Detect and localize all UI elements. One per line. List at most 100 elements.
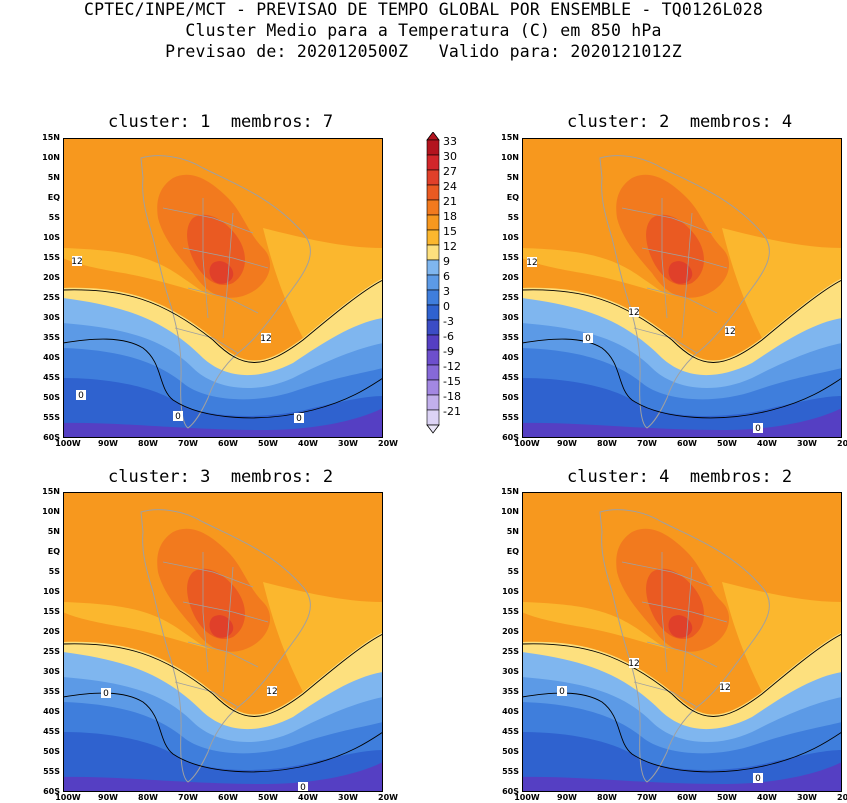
contour-label-bg [557, 686, 567, 696]
country-border [633, 681, 698, 708]
lat-tick-label: 40S [502, 707, 519, 716]
lon-tick-label: 90W [98, 439, 118, 448]
lat-tick-label: 50S [43, 393, 60, 402]
lat-tick-label: 30S [43, 667, 60, 676]
colorbar-label: -6 [443, 330, 454, 343]
lat-tick-label: 35S [43, 333, 60, 342]
colorbar-swatch [426, 184, 440, 201]
lon-tick-label: 60W [677, 439, 697, 448]
lat-tick-label: 15S [43, 607, 60, 616]
country-border [187, 287, 259, 314]
lat-tick-label: 15S [502, 607, 519, 616]
colorbar-label: 18 [443, 210, 457, 223]
country-border [681, 566, 693, 693]
contour-label: 12 [266, 687, 277, 697]
colorbar-swatch [426, 169, 440, 186]
lat-tick-label: 5S [48, 213, 60, 222]
lat-tick-label: 5S [48, 567, 60, 576]
colorbar-swatch [426, 154, 440, 171]
contour-label: 0 [300, 783, 306, 792]
lon-tick-label: 40W [298, 793, 318, 802]
lat-tick-label: 30S [502, 313, 519, 322]
lon-tick-label: 20W [378, 439, 398, 448]
country-border [182, 601, 269, 623]
contour-label: 0 [175, 412, 181, 422]
colorbar-label: 30 [443, 150, 457, 163]
lat-tick-label: 15N [501, 487, 519, 496]
colorbar-label: 24 [443, 180, 457, 193]
colorbar-label: 0 [443, 300, 450, 313]
hottest-spot [668, 615, 693, 638]
contour-label: 0 [755, 774, 761, 784]
contour-label-bg [261, 333, 271, 343]
lat-tick-label: 55S [502, 767, 519, 776]
colorbar-swatch [426, 229, 440, 246]
lat-tick-label: EQ [506, 193, 519, 202]
panel-2-title: cluster: 2 membros: 4 [567, 112, 793, 132]
colorbar-label: -18 [443, 390, 461, 403]
lon-tick-label: 90W [557, 439, 577, 448]
country-border [202, 552, 209, 673]
colorbar-swatch [426, 214, 440, 231]
country-border [641, 247, 728, 269]
country-border [681, 212, 693, 339]
contour-label-bg [583, 333, 593, 343]
map-4: 12 12 0 0 [522, 492, 842, 792]
lat-tick-label: 40S [43, 353, 60, 362]
map-frame [63, 138, 383, 438]
lat-tick-label: 40S [502, 353, 519, 362]
lon-tick-label: 100W [55, 439, 81, 448]
lat-tick-label: 20S [43, 273, 60, 282]
colorbar-label: -15 [443, 375, 461, 388]
lat-tick-label: 5S [507, 567, 519, 576]
contour-0 [63, 338, 383, 419]
country-border [162, 207, 254, 234]
country-border [174, 327, 239, 354]
colorbar-swatch [426, 304, 440, 321]
lon-tick-label: 100W [514, 439, 540, 448]
lat-tick-label: 25S [502, 647, 519, 656]
lat-tick-label: 50S [502, 747, 519, 756]
band-mild-ocean [263, 228, 383, 338]
lat-tick-label: 20S [43, 627, 60, 636]
country-border [174, 681, 239, 708]
lon-tick-label: 20W [378, 793, 398, 802]
colorbar-label: -21 [443, 405, 461, 418]
contour-12 [63, 633, 383, 717]
colorbar-swatch [426, 274, 440, 291]
lat-tick-label: 10S [43, 587, 60, 596]
contour-label-bg [725, 326, 735, 336]
band-mild [522, 248, 672, 296]
lat-tick-label: EQ [506, 547, 519, 556]
lat-tick-label: 60S [43, 787, 60, 796]
contour-label-bg [173, 411, 183, 421]
lon-tick-label: 30W [797, 793, 817, 802]
lat-tick-label: 10S [43, 233, 60, 242]
lon-tick-label: 50W [717, 793, 737, 802]
lat-tick-label: 10N [501, 153, 519, 162]
lat-tick-label: 60S [502, 433, 519, 442]
colorbar-swatch [426, 349, 440, 366]
lat-tick-label: 5N [506, 527, 519, 536]
map-frame [522, 138, 842, 438]
contour-12 [522, 279, 842, 363]
country-border [621, 207, 713, 234]
hottest-spot [209, 261, 234, 284]
lat-tick-label: 5N [47, 173, 60, 182]
colorbar-label: 21 [443, 195, 457, 208]
contour-label: 0 [103, 689, 109, 699]
contour-label-bg [753, 423, 763, 433]
colorbar-swatch [426, 379, 440, 396]
lon-tick-label: 40W [757, 439, 777, 448]
colorbar-label: 3 [443, 285, 450, 298]
lon-tick-label: 80W [597, 439, 617, 448]
band-deepblue [63, 732, 383, 792]
contour-label: 12 [719, 683, 730, 693]
colorbar-label: 6 [443, 270, 450, 283]
contour-label-bg [629, 307, 639, 317]
colorbar-label: 27 [443, 165, 457, 178]
lon-tick-label: 70W [178, 793, 198, 802]
lat-tick-label: EQ [47, 193, 60, 202]
lon-tick-label: 20W [837, 439, 847, 448]
lon-tick-label: 100W [514, 793, 540, 802]
